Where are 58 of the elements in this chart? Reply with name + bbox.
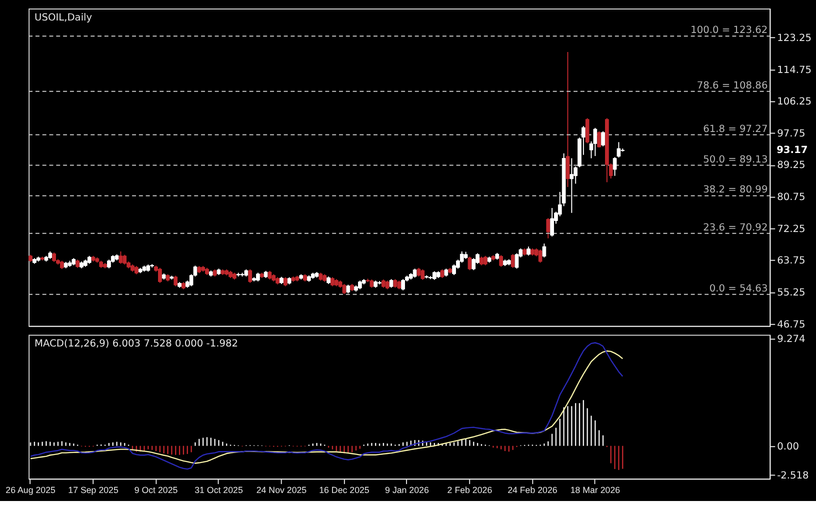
candlestick [514,252,519,270]
y-tick-label: 55.25 [777,287,806,298]
candlestick [174,275,178,287]
ref-line-label: 78.6 = 108.86 [696,80,768,92]
y-tick-label: 114.75 [777,64,812,76]
candlestick [248,268,252,284]
candlestick [420,268,425,280]
y-tick-label: 46.75 [777,319,806,330]
candlestick [468,256,472,271]
candlestick [546,218,550,239]
y-tick-label: 9.274 [777,334,806,345]
candlestick [52,252,56,262]
ref-line-label: 61.8 = 97.27 [703,124,768,135]
candlestick [472,258,476,271]
candlestick [550,208,554,237]
candlestick [510,254,515,268]
y-tick-label: 97.75 [777,128,806,140]
candlestick [122,254,127,266]
candlestick [118,250,123,264]
candlestick [401,278,405,291]
candlestick [601,130,605,147]
candlestick [585,118,590,144]
x-tick-label: 18 Mar 2026 [570,484,620,495]
ref-line-label: 0.0 = 54.63 [709,283,768,294]
y-tick-label: 63.75 [777,256,806,267]
y-tick-label: 72.25 [777,224,806,235]
y-tick-label: 89.25 [777,160,806,172]
ref-line-label: 23.6 = 70.92 [703,222,768,234]
candlestick [483,255,488,266]
ref-line-label: 38.2 = 80.99 [703,184,768,196]
candlestick [538,249,542,264]
candlestick [542,243,546,258]
x-tick-label: 9 Oct 2025 [134,484,178,495]
ref-line-label: 50.0 = 89.13 [703,154,768,166]
candlestick [499,254,504,268]
x-tick-label: 26 Aug 2025 [6,484,56,495]
text: 93.17 [776,145,808,156]
candlestick [593,127,598,156]
x-tick-label: 24 Feb 2026 [508,484,558,495]
y-tick-label: 80.75 [777,192,806,204]
x-tick-label: 2 Feb 2026 [447,484,492,495]
candlestick [158,267,162,284]
x-tick-label: 16 Dec 2025 [319,484,370,495]
y-tick-label: 106.25 [777,96,812,108]
candlestick [342,283,346,295]
y-tick-label: 123.25 [777,33,812,44]
x-tick-label: 9 Jan 2026 [385,484,429,495]
x-tick-label: 17 Sep 2025 [68,484,118,495]
y-tick-label: -2.518 [777,470,809,482]
candlestick [566,51,570,188]
candlestick [597,130,602,148]
y-tick-label: 0.00 [777,441,799,452]
ref-line-label: 100.0 = 123.62 [690,25,768,36]
chart-title: MACD(12,26,9) 6.003 7.528 0.000 -1.982 [34,338,238,350]
x-tick-label: 31 Oct 2025 [194,484,243,495]
chart-title: USOIL,Daily [34,12,92,24]
candlestick [570,158,574,214]
x-tick-label: 24 Nov 2025 [256,484,307,495]
